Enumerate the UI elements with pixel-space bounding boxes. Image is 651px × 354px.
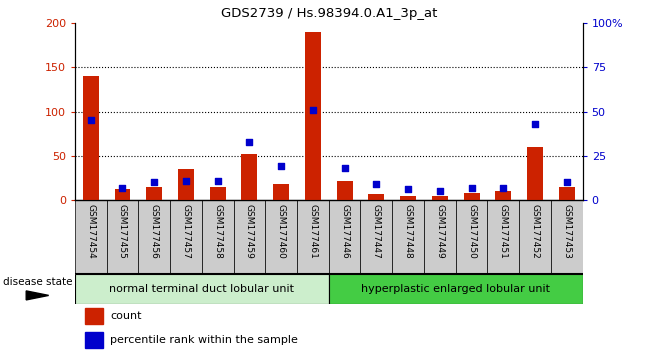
- Text: GSM177448: GSM177448: [404, 204, 413, 258]
- Text: GSM177447: GSM177447: [372, 204, 381, 258]
- Text: percentile rank within the sample: percentile rank within the sample: [111, 335, 298, 346]
- Text: GSM177455: GSM177455: [118, 204, 127, 259]
- Point: [149, 179, 159, 185]
- Point: [371, 181, 381, 187]
- Text: GSM177458: GSM177458: [213, 204, 222, 259]
- Bar: [488, 200, 519, 274]
- Bar: [178, 169, 194, 200]
- Bar: [115, 189, 130, 200]
- Bar: [495, 191, 511, 200]
- Text: GSM177460: GSM177460: [277, 204, 286, 259]
- Point: [498, 185, 508, 190]
- Bar: [75, 200, 107, 274]
- Bar: [146, 187, 162, 200]
- Bar: [392, 200, 424, 274]
- Bar: [210, 187, 226, 200]
- Point: [212, 178, 223, 183]
- Bar: [400, 195, 416, 200]
- Bar: [107, 200, 138, 274]
- Bar: [85, 332, 103, 348]
- Bar: [305, 32, 321, 200]
- Bar: [266, 200, 297, 274]
- Point: [85, 118, 96, 123]
- Bar: [432, 196, 448, 200]
- Text: hyperplastic enlarged lobular unit: hyperplastic enlarged lobular unit: [361, 284, 550, 295]
- Bar: [85, 308, 103, 324]
- Point: [276, 164, 286, 169]
- Text: normal terminal duct lobular unit: normal terminal duct lobular unit: [109, 284, 294, 295]
- Text: GSM177452: GSM177452: [531, 204, 540, 258]
- Point: [308, 107, 318, 113]
- Text: GSM177446: GSM177446: [340, 204, 349, 258]
- Point: [530, 121, 540, 127]
- Point: [403, 187, 413, 192]
- Polygon shape: [26, 291, 49, 300]
- Bar: [75, 274, 329, 304]
- Point: [466, 185, 477, 190]
- Bar: [139, 200, 170, 274]
- Text: GSM177457: GSM177457: [182, 204, 191, 259]
- Title: GDS2739 / Hs.98394.0.A1_3p_at: GDS2739 / Hs.98394.0.A1_3p_at: [221, 7, 437, 21]
- Bar: [202, 200, 234, 274]
- Bar: [519, 200, 551, 274]
- Bar: [368, 194, 384, 200]
- Point: [117, 185, 128, 190]
- Bar: [527, 147, 543, 200]
- Bar: [170, 200, 202, 274]
- Bar: [273, 184, 289, 200]
- Text: GSM177451: GSM177451: [499, 204, 508, 259]
- Text: count: count: [111, 311, 142, 321]
- Bar: [361, 200, 392, 274]
- Bar: [551, 200, 583, 274]
- Text: GSM177456: GSM177456: [150, 204, 159, 259]
- Text: GSM177459: GSM177459: [245, 204, 254, 259]
- Point: [339, 165, 350, 171]
- Text: GSM177461: GSM177461: [309, 204, 318, 259]
- Bar: [329, 200, 361, 274]
- Bar: [234, 200, 266, 274]
- Point: [562, 179, 572, 185]
- Bar: [424, 200, 456, 274]
- Text: GSM177450: GSM177450: [467, 204, 476, 259]
- Point: [244, 139, 255, 144]
- Bar: [456, 200, 488, 274]
- Bar: [242, 154, 257, 200]
- Bar: [337, 181, 353, 200]
- Bar: [329, 274, 583, 304]
- Text: GSM177453: GSM177453: [562, 204, 572, 259]
- Bar: [559, 187, 575, 200]
- Bar: [297, 200, 329, 274]
- Point: [181, 178, 191, 183]
- Bar: [83, 76, 99, 200]
- Text: GSM177449: GSM177449: [436, 204, 445, 258]
- Text: disease state: disease state: [3, 277, 72, 287]
- Point: [435, 188, 445, 194]
- Bar: [464, 193, 480, 200]
- Text: GSM177454: GSM177454: [86, 204, 95, 258]
